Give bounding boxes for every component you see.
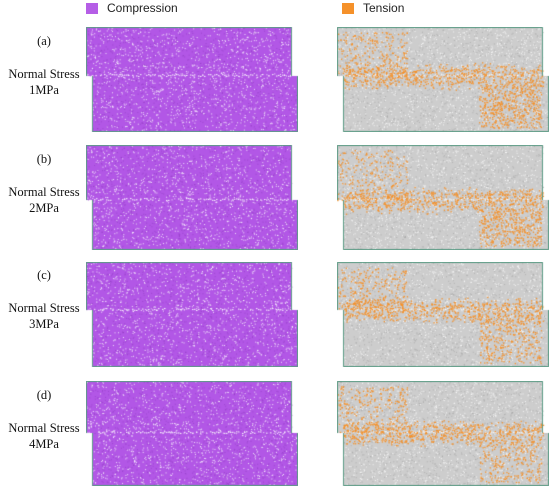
- compression-panel-b: [86, 145, 298, 250]
- compression-panel-d: [86, 381, 298, 486]
- row-stress-value-a: 1MPa: [29, 83, 59, 97]
- compression-swatch: [86, 2, 98, 14]
- row-stress-label-c: Normal Stress: [8, 301, 80, 315]
- row-label-a: (a) Normal Stress 1MPa: [0, 33, 88, 98]
- tension-panel-d: [337, 381, 549, 486]
- compression-panel-a: [86, 27, 298, 132]
- row-label-c: (c) Normal Stress 3MPa: [0, 267, 88, 332]
- row-stress-value-d: 4MPa: [29, 437, 59, 451]
- row-label-b: (b) Normal Stress 2MPa: [0, 151, 88, 216]
- row-stress-label-b: Normal Stress: [8, 185, 80, 199]
- row-stress-label-a: Normal Stress: [8, 67, 80, 81]
- row-label-d: (d) Normal Stress 4MPa: [0, 387, 88, 452]
- tension-label: Tension: [363, 1, 405, 15]
- tension-panel-b: [337, 145, 549, 250]
- compression-label: Compression: [107, 1, 178, 15]
- row-tag-b: (b): [36, 152, 52, 166]
- row-stress-label-d: Normal Stress: [8, 421, 80, 435]
- legend-tension: Tension: [342, 0, 404, 16]
- row-stress-value-b: 2MPa: [29, 201, 59, 215]
- tension-swatch: [342, 2, 354, 14]
- row-stress-value-c: 3MPa: [29, 317, 59, 331]
- tension-panel-a: [337, 27, 549, 132]
- row-tag-c: (c): [37, 268, 51, 282]
- row-tag-d: (d): [36, 388, 52, 402]
- row-tag-a: (a): [37, 34, 51, 48]
- compression-panel-c: [86, 262, 298, 367]
- tension-panel-c: [337, 262, 549, 367]
- legend-compression: Compression: [86, 0, 178, 16]
